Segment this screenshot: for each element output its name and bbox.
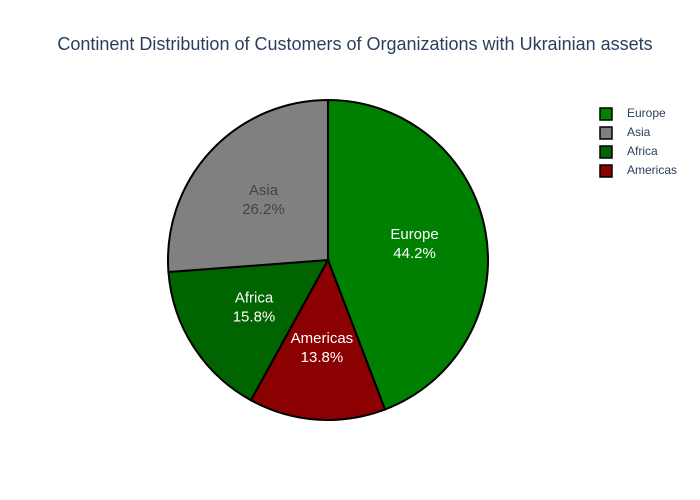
- legend-label: Americas: [627, 163, 677, 177]
- slice-label: Asia: [249, 182, 279, 199]
- legend-label: Asia: [627, 125, 651, 139]
- slice-label: Europe: [390, 226, 438, 243]
- legend-swatch: [599, 164, 613, 178]
- pie-slice: [167, 98, 329, 274]
- pie-slice: [167, 258, 330, 402]
- slice-label: Africa: [235, 290, 274, 307]
- pie-slice: [249, 257, 387, 421]
- pie-slice: [327, 98, 489, 411]
- slice-value-label: 13.8%: [301, 349, 344, 366]
- legend-label: Europe: [627, 106, 666, 120]
- slice-value-label: 44.2%: [393, 245, 436, 262]
- slice-value-label: 26.2%: [242, 201, 285, 218]
- legend-swatch: [599, 126, 613, 140]
- chart-title: Continent Distribution of Customers of O…: [57, 34, 652, 54]
- slice-label: Americas: [291, 330, 354, 347]
- slice-value-label: 15.8%: [233, 309, 276, 326]
- legend-swatch: [599, 107, 613, 121]
- legend-swatch: [599, 145, 613, 159]
- legend-label: Africa: [627, 144, 658, 158]
